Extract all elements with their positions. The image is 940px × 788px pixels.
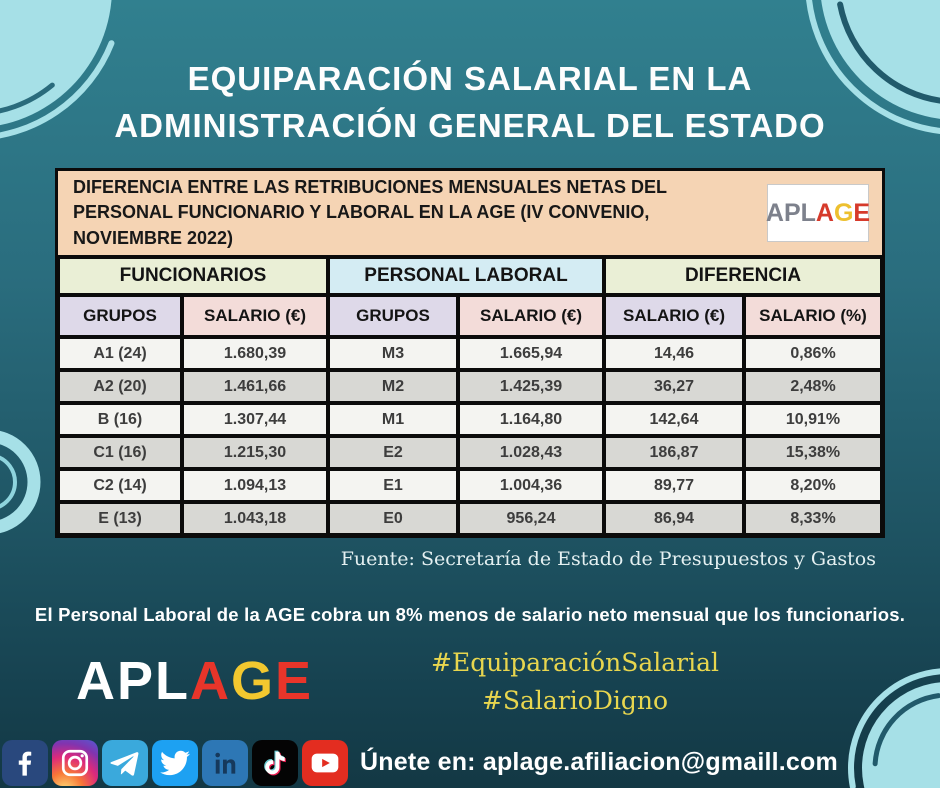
table-cell: 10,91% bbox=[744, 403, 882, 436]
source-note: Fuente: Secretaría de Estado de Presupue… bbox=[340, 548, 876, 570]
aplage-logo-small: APL A G E bbox=[765, 184, 871, 242]
column-group-diferencia: DIFERENCIA bbox=[604, 257, 882, 295]
linkedin-icon[interactable] bbox=[202, 740, 248, 786]
table-cell: M1 bbox=[328, 403, 458, 436]
instagram-icon[interactable] bbox=[52, 740, 98, 786]
table-cell: B (16) bbox=[58, 403, 182, 436]
table-cell: C1 (16) bbox=[58, 436, 182, 469]
page-title: EQUIPARACIÓN SALARIAL EN LA ADMINISTRACI… bbox=[0, 56, 940, 150]
table-cell: 15,38% bbox=[744, 436, 882, 469]
table-cell: 1.164,80 bbox=[458, 403, 604, 436]
page-title-line2: ADMINISTRACIÓN GENERAL DEL ESTADO bbox=[114, 106, 826, 144]
join-email-text: Únete en: aplage.afiliacion@gmaill.com bbox=[360, 748, 838, 776]
decorative-ring-mid-left bbox=[0, 430, 41, 534]
table-cell: 1.425,39 bbox=[458, 370, 604, 403]
tiktok-icon[interactable] bbox=[252, 740, 298, 786]
hashtags: #EquiparaciónSalarial #SalarioDigno bbox=[210, 644, 940, 719]
logo-letters-apl: APL bbox=[765, 198, 816, 227]
salary-table: DIFERENCIA ENTRE LAS RETRIBUCIONES MENSU… bbox=[55, 168, 885, 538]
twitter-icon[interactable] bbox=[152, 740, 198, 786]
table-cell: 1.094,13 bbox=[182, 469, 328, 502]
column-header: SALARIO (€) bbox=[604, 295, 744, 337]
table-grid: FUNCIONARIOS PERSONAL LABORAL DIFERENCIA… bbox=[58, 257, 882, 535]
social-icons-bar bbox=[2, 740, 348, 786]
table-cell: C2 (14) bbox=[58, 469, 182, 502]
page-title-line1: EQUIPARACIÓN SALARIAL EN LA bbox=[187, 60, 753, 97]
logo-letter-a: A bbox=[815, 198, 834, 227]
table-cell: 1.004,36 bbox=[458, 469, 604, 502]
hashtag-equiparacion: #EquiparaciónSalarial bbox=[431, 648, 719, 677]
aplage-logo-large: APLAGE bbox=[76, 650, 313, 712]
table-cell: E0 bbox=[328, 502, 458, 535]
table-cell: 14,46 bbox=[604, 337, 744, 370]
logo-letters-apl: APL bbox=[76, 651, 190, 711]
column-header: GRUPOS bbox=[58, 295, 182, 337]
table-caption-row: DIFERENCIA ENTRE LAS RETRIBUCIONES MENSU… bbox=[58, 171, 882, 257]
table-cell: 1.307,44 bbox=[182, 403, 328, 436]
column-header: SALARIO (%) bbox=[744, 295, 882, 337]
table-cell: M3 bbox=[328, 337, 458, 370]
table-cell: 89,77 bbox=[604, 469, 744, 502]
column-group-funcionarios: FUNCIONARIOS bbox=[58, 257, 328, 295]
table-cell: 1.680,39 bbox=[182, 337, 328, 370]
table-cell: A1 (24) bbox=[58, 337, 182, 370]
table-cell: 186,87 bbox=[604, 436, 744, 469]
hashtag-salario-digno: #SalarioDigno bbox=[481, 685, 669, 715]
table-cell: E2 bbox=[328, 436, 458, 469]
table-cell: 1.043,18 bbox=[182, 502, 328, 535]
table-cell: 1.028,43 bbox=[458, 436, 604, 469]
table-cell: A2 (20) bbox=[58, 370, 182, 403]
table-cell: M2 bbox=[328, 370, 458, 403]
telegram-icon[interactable] bbox=[102, 740, 148, 786]
table-cell: 86,94 bbox=[604, 502, 744, 535]
table-cell: 36,27 bbox=[604, 370, 744, 403]
column-header: SALARIO (€) bbox=[458, 295, 604, 337]
table-cell: 142,64 bbox=[604, 403, 744, 436]
facebook-icon[interactable] bbox=[2, 740, 48, 786]
logo-letter-e: E bbox=[275, 651, 314, 711]
table-caption: DIFERENCIA ENTRE LAS RETRIBUCIONES MENSU… bbox=[73, 177, 667, 248]
table-cell: 2,48% bbox=[744, 370, 882, 403]
table-cell: 8,33% bbox=[744, 502, 882, 535]
column-header: SALARIO (€) bbox=[182, 295, 328, 337]
table-cell: 1.215,30 bbox=[182, 436, 328, 469]
table-cell: E1 bbox=[328, 469, 458, 502]
table-cell: 8,20% bbox=[744, 469, 882, 502]
column-header: GRUPOS bbox=[328, 295, 458, 337]
youtube-icon[interactable] bbox=[302, 740, 348, 786]
logo-letter-a: A bbox=[190, 651, 231, 711]
logo-letter-e: E bbox=[853, 198, 871, 227]
statement-text: El Personal Laboral de la AGE cobra un 8… bbox=[34, 604, 906, 625]
table-cell: 956,24 bbox=[458, 502, 604, 535]
table-cell: 1.461,66 bbox=[182, 370, 328, 403]
table-cell: E (13) bbox=[58, 502, 182, 535]
table-cell: 0,86% bbox=[744, 337, 882, 370]
logo-letter-g: G bbox=[833, 198, 854, 227]
column-group-personal-laboral: PERSONAL LABORAL bbox=[328, 257, 604, 295]
logo-letter-g: G bbox=[231, 651, 276, 711]
table-cell: 1.665,94 bbox=[458, 337, 604, 370]
